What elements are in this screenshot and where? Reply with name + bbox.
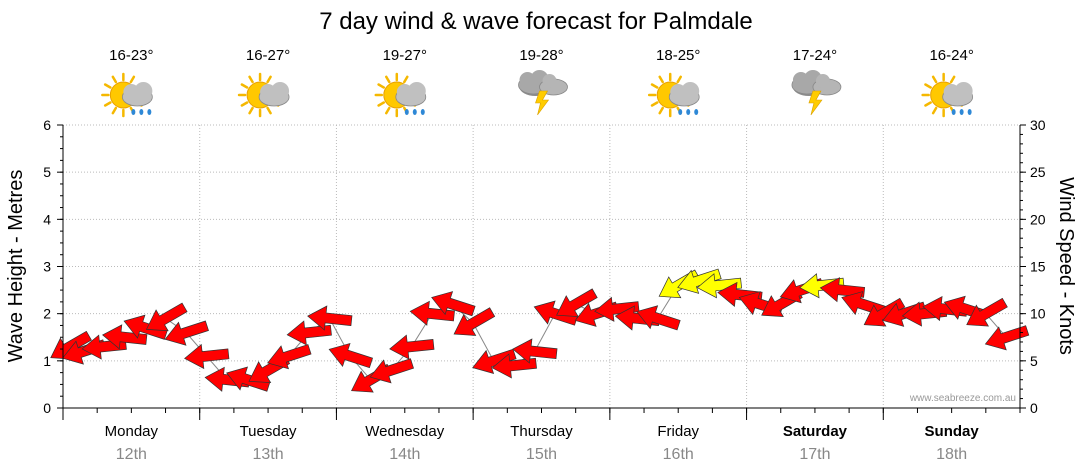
temp-label: 16-23°: [109, 47, 153, 64]
wind-arrow: [696, 273, 743, 299]
right-axis-label: Wind Speed - Knots: [1055, 177, 1077, 355]
day-label: Monday: [105, 423, 159, 440]
wind-arrow: [145, 302, 188, 332]
storm-icon: [791, 70, 842, 116]
sun-cloud-rain-icon: [647, 72, 700, 118]
wind-series: [50, 268, 1030, 393]
right-axis-ticks: 0 5 10 15 20 25 30: [1020, 117, 1046, 416]
right-tick-label: 0: [1030, 400, 1038, 416]
left-tick-label: 1: [43, 353, 51, 369]
left-tick-label: 4: [43, 211, 51, 227]
right-tick-label: 25: [1030, 164, 1046, 180]
storm-icon: [518, 70, 568, 116]
date-label: 13th: [253, 446, 284, 463]
day-label: Friday: [657, 423, 699, 440]
wind-arrow: [328, 342, 374, 369]
date-label: 14th: [389, 446, 420, 463]
wind-arrow: [984, 325, 1030, 351]
temp-label: 18-25°: [656, 47, 700, 64]
sun-cloud-rain-icon: [101, 72, 153, 118]
wind-arrow: [389, 334, 435, 360]
left-tick-label: 6: [43, 117, 51, 133]
temp-label: 17-24°: [793, 47, 837, 64]
left-axis-label: Wave Height - Metres: [5, 170, 27, 363]
right-tick-label: 30: [1030, 117, 1046, 133]
sun-cloud-icon: [237, 72, 290, 118]
day-label: Wednesday: [365, 423, 444, 440]
date-label: 18th: [936, 446, 967, 463]
date-label: 15th: [526, 446, 557, 463]
wind-arrow: [512, 338, 558, 364]
weather-icon-row: [101, 70, 974, 118]
wind-arrow: [636, 305, 681, 331]
wind-arrow: [369, 358, 415, 384]
chart-title: 7 day wind & wave forecast for Palmdale: [319, 8, 753, 35]
day-label: Tuesday: [240, 423, 297, 440]
date-label: 12th: [116, 446, 147, 463]
day-label: Sunday: [925, 423, 980, 440]
day-labels: Monday 12th Tuesday 13th Wednesday 14th Thursd…: [62, 408, 1021, 463]
wind-arrow: [164, 320, 209, 346]
wind-arrow: [409, 300, 455, 326]
day-label: Saturday: [783, 423, 848, 440]
wind-arrow: [594, 296, 640, 322]
wind-arrow: [453, 307, 496, 336]
date-label: 17th: [799, 446, 830, 463]
left-tick-label: 2: [43, 306, 51, 322]
wind-arrow: [267, 344, 312, 370]
date-label: 16th: [663, 446, 694, 463]
temperature-row: 16-23° 16-27° 19-27° 19-28° 18-25° 17-24° 16-2…: [109, 47, 974, 64]
sun-cloud-rain-icon: [374, 72, 427, 118]
left-tick-label: 3: [43, 259, 51, 275]
temp-label: 16-24°: [929, 47, 973, 64]
grid: [63, 124, 1020, 408]
wind-arrow: [556, 288, 598, 318]
wind-arrow: [307, 305, 353, 331]
wind-arrow: [184, 343, 230, 370]
sun-cloud-rain-icon: [921, 72, 974, 118]
left-tick-label: 0: [43, 400, 51, 416]
credit-text: www.seabreeze.com.au: [909, 393, 1016, 404]
wind-line: [69, 280, 1007, 381]
wind-arrow: [966, 297, 1008, 327]
right-tick-label: 10: [1030, 306, 1046, 322]
temp-label: 16-27°: [246, 47, 290, 64]
left-axis-ticks: 0 1 2 3 4 5 6: [43, 117, 63, 416]
temp-label: 19-28°: [519, 47, 563, 64]
right-tick-label: 20: [1030, 211, 1046, 227]
left-tick-label: 5: [43, 164, 51, 180]
wind-arrow: [102, 324, 148, 350]
temp-label: 19-27°: [383, 47, 427, 64]
right-tick-label: 5: [1030, 353, 1038, 369]
wind-arrow: [431, 291, 476, 317]
right-tick-label: 15: [1030, 259, 1046, 275]
day-label: Thursday: [510, 423, 573, 440]
